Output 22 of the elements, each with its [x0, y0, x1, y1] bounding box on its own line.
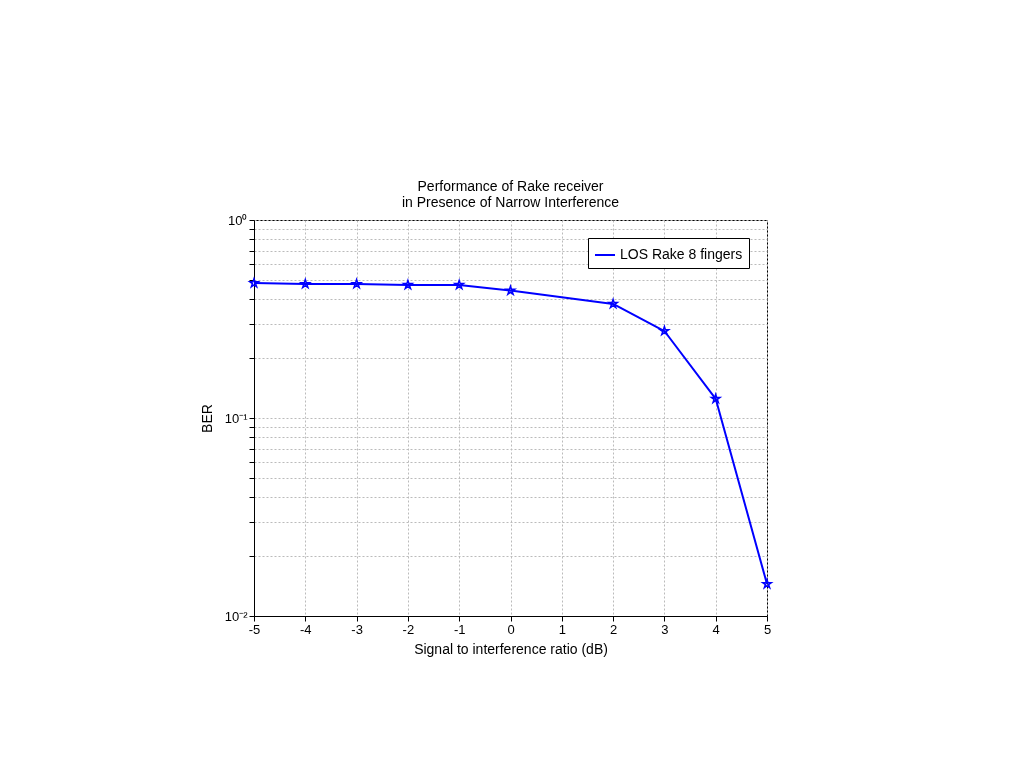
point — [659, 325, 670, 336]
x-tick-label: -3 — [351, 621, 363, 637]
x-tick-label: 5 — [763, 621, 772, 637]
x-axis-title: Signal to interference ratio (dB) — [414, 640, 608, 657]
y-tick-label: 10⁻¹ — [224, 410, 249, 426]
chart-title: Performance of Rake receiver in Presence of Narrow Interference — [401, 178, 620, 210]
x-tick-label: -4 — [300, 621, 312, 637]
y-tick-label: 10⁻² — [224, 608, 249, 624]
point — [710, 393, 721, 404]
point — [300, 278, 311, 289]
x-tick-label: 2 — [609, 621, 618, 637]
x-tick-label: 3 — [661, 621, 669, 637]
x-tick-label: 1 — [558, 621, 566, 637]
y-tick-label: 10⁰ — [228, 212, 248, 228]
x-tick-label: -2 — [402, 621, 415, 637]
y-axis-title: BER — [198, 404, 215, 433]
legend-label: LOS Rake 8 fingers — [620, 246, 743, 262]
point — [351, 278, 362, 289]
x-tick-label: -5 — [248, 621, 261, 637]
x-tick-label: 4 — [712, 621, 720, 637]
x-tick-label: -1 — [453, 621, 466, 637]
x-tick-label: 0 — [507, 621, 515, 637]
